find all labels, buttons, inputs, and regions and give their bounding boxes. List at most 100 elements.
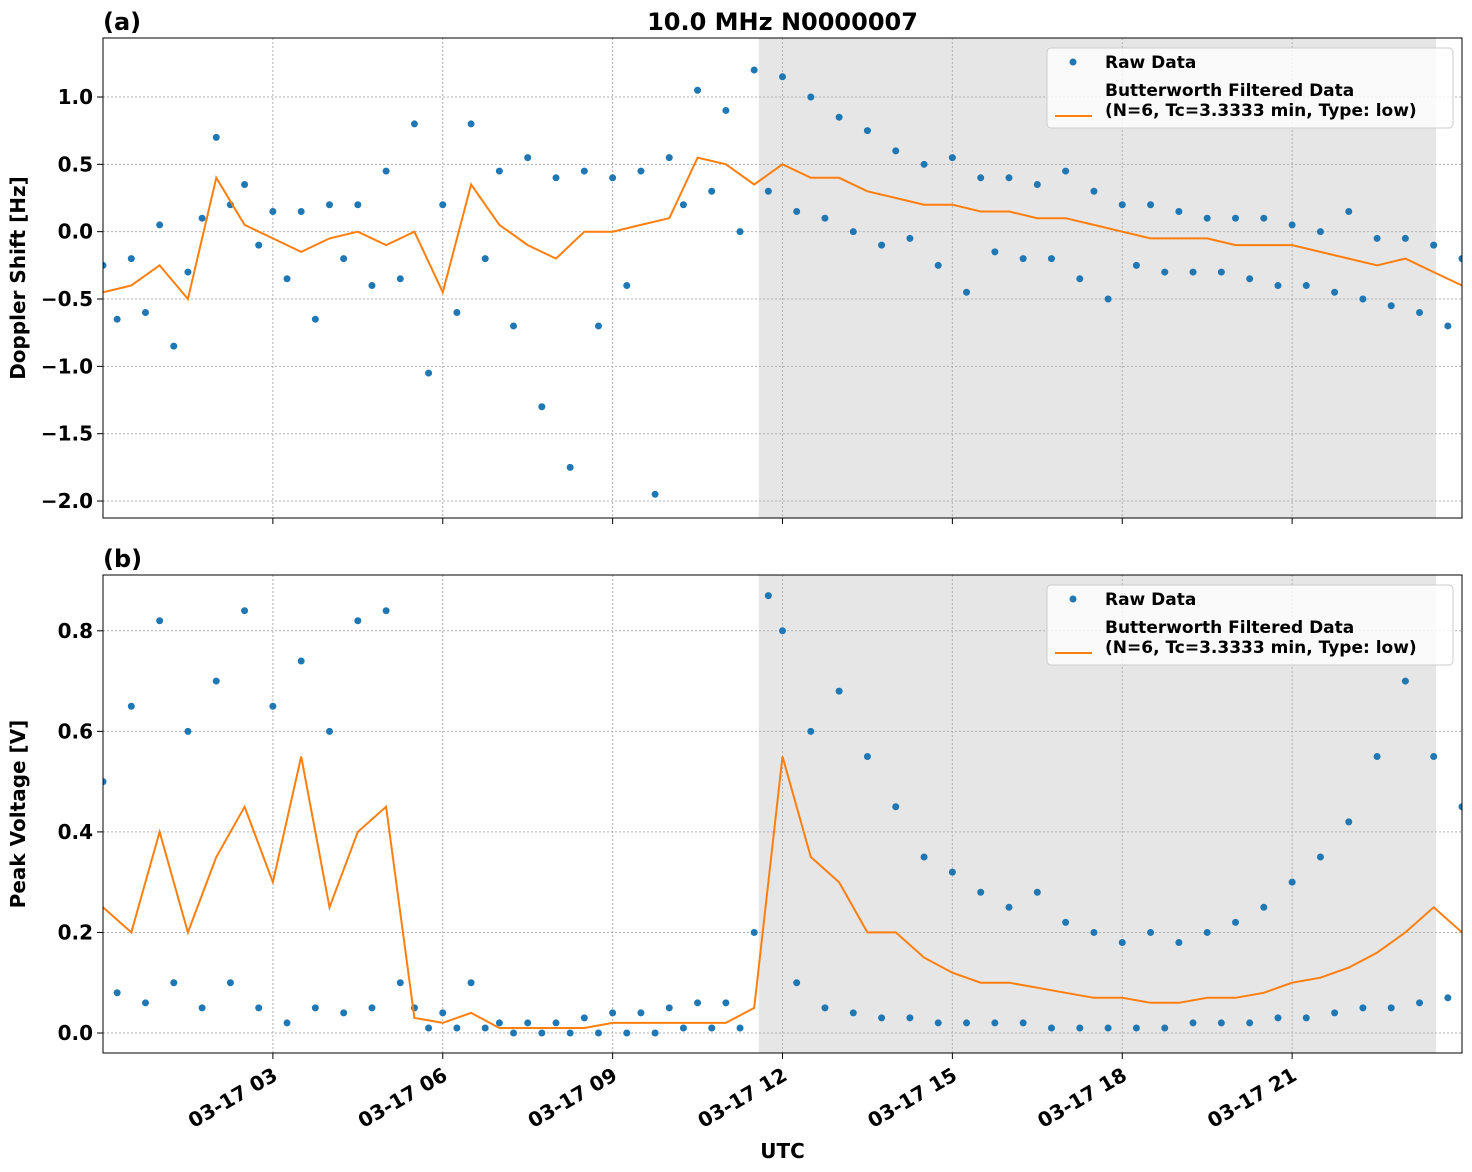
raw-point — [170, 979, 178, 987]
raw-point — [623, 1029, 631, 1037]
raw-point — [425, 1024, 433, 1032]
raw-point — [1401, 677, 1409, 685]
raw-point — [1217, 268, 1225, 276]
raw-point — [878, 1014, 886, 1022]
raw-point — [623, 282, 631, 290]
raw-point — [396, 275, 404, 283]
raw-point — [326, 201, 333, 209]
raw-point — [1430, 241, 1438, 249]
raw-point — [510, 1029, 518, 1037]
raw-point — [1416, 999, 1424, 1007]
chart-title: 10.0 MHz N0000007 — [647, 8, 918, 36]
y-tick-label: 0.4 — [58, 820, 93, 844]
raw-point — [538, 403, 546, 411]
filtered-line — [103, 156, 1462, 302]
raw-point — [1387, 1004, 1395, 1012]
raw-point — [1132, 1024, 1140, 1032]
raw-point — [1118, 938, 1126, 946]
raw-point — [1118, 201, 1126, 209]
raw-point — [1019, 1019, 1027, 1027]
raw-point — [340, 255, 348, 263]
raw-point — [1217, 1019, 1225, 1027]
raw-point — [807, 93, 815, 101]
raw-point — [1047, 255, 1055, 263]
raw-point — [779, 627, 786, 635]
raw-point — [382, 167, 390, 175]
raw-point — [269, 207, 277, 215]
raw-point — [255, 1004, 263, 1012]
legend-label: Butterworth Filtered Data (N=6, Tc=3.3333… — [1105, 81, 1417, 121]
raw-point — [103, 261, 107, 269]
raw-point — [1274, 282, 1282, 290]
raw-point — [1458, 255, 1462, 263]
raw-point — [920, 160, 928, 168]
raw-point — [892, 803, 900, 811]
raw-point — [552, 174, 560, 182]
y-tick-label: 1.0 — [58, 85, 93, 109]
raw-point — [453, 308, 461, 316]
raw-point — [1274, 1014, 1282, 1022]
raw-point — [594, 322, 602, 330]
raw-point — [963, 1019, 971, 1027]
raw-point — [495, 1019, 503, 1027]
raw-point — [906, 234, 914, 242]
raw-point — [892, 147, 900, 155]
raw-point — [1090, 187, 1098, 195]
raw-point — [1373, 752, 1381, 760]
raw-point — [1444, 994, 1452, 1002]
raw-point — [156, 221, 164, 229]
raw-point — [566, 1029, 574, 1037]
raw-point — [481, 255, 489, 263]
raw-point — [1416, 308, 1424, 316]
raw-point — [354, 617, 362, 625]
raw-point — [651, 490, 659, 498]
raw-point — [849, 1009, 857, 1017]
axes-frame — [102, 37, 1463, 519]
raw-point — [368, 282, 376, 290]
panel-label: (b) — [103, 545, 142, 573]
raw-point — [1189, 1019, 1197, 1027]
raw-point — [1062, 167, 1070, 175]
raw-point — [1076, 275, 1084, 283]
legend-label: Raw Data — [1105, 590, 1196, 610]
raw-point — [807, 727, 815, 735]
raw-point — [1019, 255, 1027, 263]
raw-point — [1062, 918, 1070, 926]
raw-point — [977, 888, 985, 896]
raw-point — [1373, 234, 1381, 242]
raw-point — [1345, 207, 1353, 215]
raw-point — [184, 727, 192, 735]
raw-point — [1189, 268, 1197, 276]
raw-point — [141, 308, 149, 316]
raw-point — [963, 288, 971, 296]
raw-point — [1203, 214, 1211, 222]
raw-point — [495, 167, 503, 175]
y-tick-label: −0.5 — [41, 287, 93, 311]
raw-point — [212, 677, 220, 685]
legend-label: Raw Data — [1105, 53, 1196, 73]
raw-point — [609, 1009, 617, 1017]
raw-point — [1401, 234, 1409, 242]
raw-point — [906, 1014, 914, 1022]
raw-point — [948, 868, 956, 876]
raw-point — [566, 463, 574, 471]
raw-point — [453, 1024, 461, 1032]
raw-point — [934, 1019, 942, 1027]
raw-point — [1232, 214, 1239, 222]
raw-point — [722, 106, 730, 114]
raw-point — [1458, 803, 1462, 811]
raw-point — [396, 979, 404, 987]
raw-point — [679, 201, 687, 209]
raw-point — [184, 268, 192, 276]
raw-point — [103, 778, 107, 786]
axes-frame — [102, 574, 1463, 1054]
raw-point — [849, 228, 857, 236]
raw-point — [255, 241, 263, 249]
legend-box — [1046, 47, 1454, 129]
y-axis-label: Doppler Shift [Hz] — [6, 176, 30, 380]
raw-point — [226, 979, 234, 987]
raw-point — [1090, 928, 1098, 936]
raw-point — [113, 315, 121, 323]
raw-point — [863, 127, 871, 135]
